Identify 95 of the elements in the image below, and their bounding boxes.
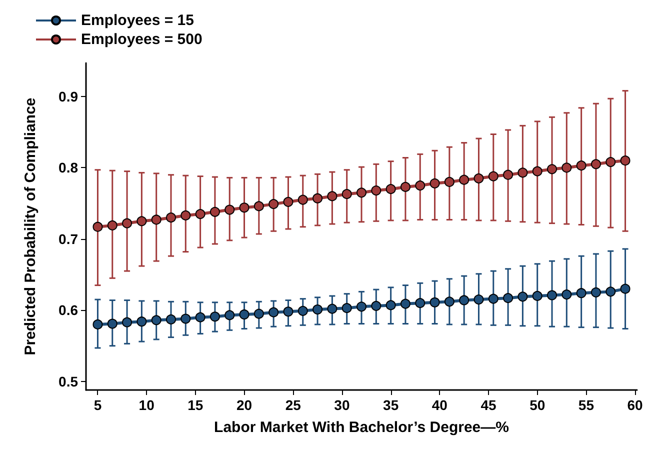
point [254,308,264,319]
legend-label: Employees = 15 [81,12,194,29]
point [371,186,382,196]
point [107,318,118,329]
point [532,166,542,176]
point [195,312,206,322]
point [576,288,586,298]
x-tick-label: 55 [578,397,594,413]
point [430,178,440,188]
point [356,188,366,198]
point [400,298,410,309]
point [136,216,147,226]
point [356,302,366,312]
point [210,206,220,217]
point [371,300,382,311]
point [342,189,352,200]
point [122,218,132,228]
y-tick-label: 0.6 [58,302,78,318]
point [590,287,601,298]
point [298,194,308,205]
point [620,284,630,294]
legend-label: Employees = 500 [81,31,202,48]
point [92,319,103,330]
point [166,212,176,223]
point [532,290,542,301]
point [268,307,279,318]
point [283,196,294,207]
point [151,214,162,225]
point [547,164,558,174]
point [312,193,323,204]
point [488,171,498,182]
point [518,292,528,302]
point [503,293,514,304]
x-tick-label: 45 [480,397,496,413]
point [386,184,396,194]
point [224,310,235,320]
point [107,220,118,230]
point [518,168,528,178]
point [224,204,235,215]
point [312,304,323,314]
point [195,209,206,220]
point [180,210,191,220]
point [327,304,338,314]
point [283,306,294,317]
point [166,314,176,324]
point [503,170,514,180]
point [562,162,572,173]
point [92,222,103,232]
point [474,294,484,305]
y-tick-label: 0.5 [58,373,78,390]
point [415,180,426,191]
point [342,303,352,314]
x-tick-label: 50 [530,397,546,413]
point [459,295,470,306]
point [547,290,558,300]
point [400,182,410,192]
y-tick-label: 0.9 [58,88,78,104]
point [415,298,426,308]
x-tick-label: 30 [334,397,350,413]
point [180,314,191,324]
x-tick-label: 15 [188,397,204,413]
point [327,191,338,202]
x-tick-label: 35 [383,397,399,413]
point [386,300,396,310]
x-tick-label: 5 [94,397,102,413]
y-tick-label: 0.8 [58,160,78,176]
point [151,315,162,326]
point [430,297,440,308]
x-tick-label: 60 [627,397,644,413]
point [210,312,220,322]
point [136,316,147,327]
point [298,306,308,316]
x-tick-label: 40 [432,397,448,413]
point [268,199,279,210]
point [444,176,454,187]
point [239,202,250,213]
x-tick-label: 10 [138,397,155,413]
point [620,156,630,166]
point [576,160,586,171]
x-tick-label: 20 [236,397,252,413]
point [474,173,484,184]
point [254,201,264,212]
point [562,290,572,300]
x-axis-title: Labor Market With Bachelor’s Degree—% [214,419,509,436]
x-tick-label: 25 [285,397,302,413]
point [239,309,250,320]
point [606,286,616,297]
point [590,159,601,170]
point [122,317,132,328]
point [459,174,470,185]
y-axis-title: Predicted Probability of Compliance [22,98,39,356]
point [606,157,616,168]
point [444,296,454,307]
point [488,294,498,304]
y-tick-label: 0.7 [58,230,78,247]
